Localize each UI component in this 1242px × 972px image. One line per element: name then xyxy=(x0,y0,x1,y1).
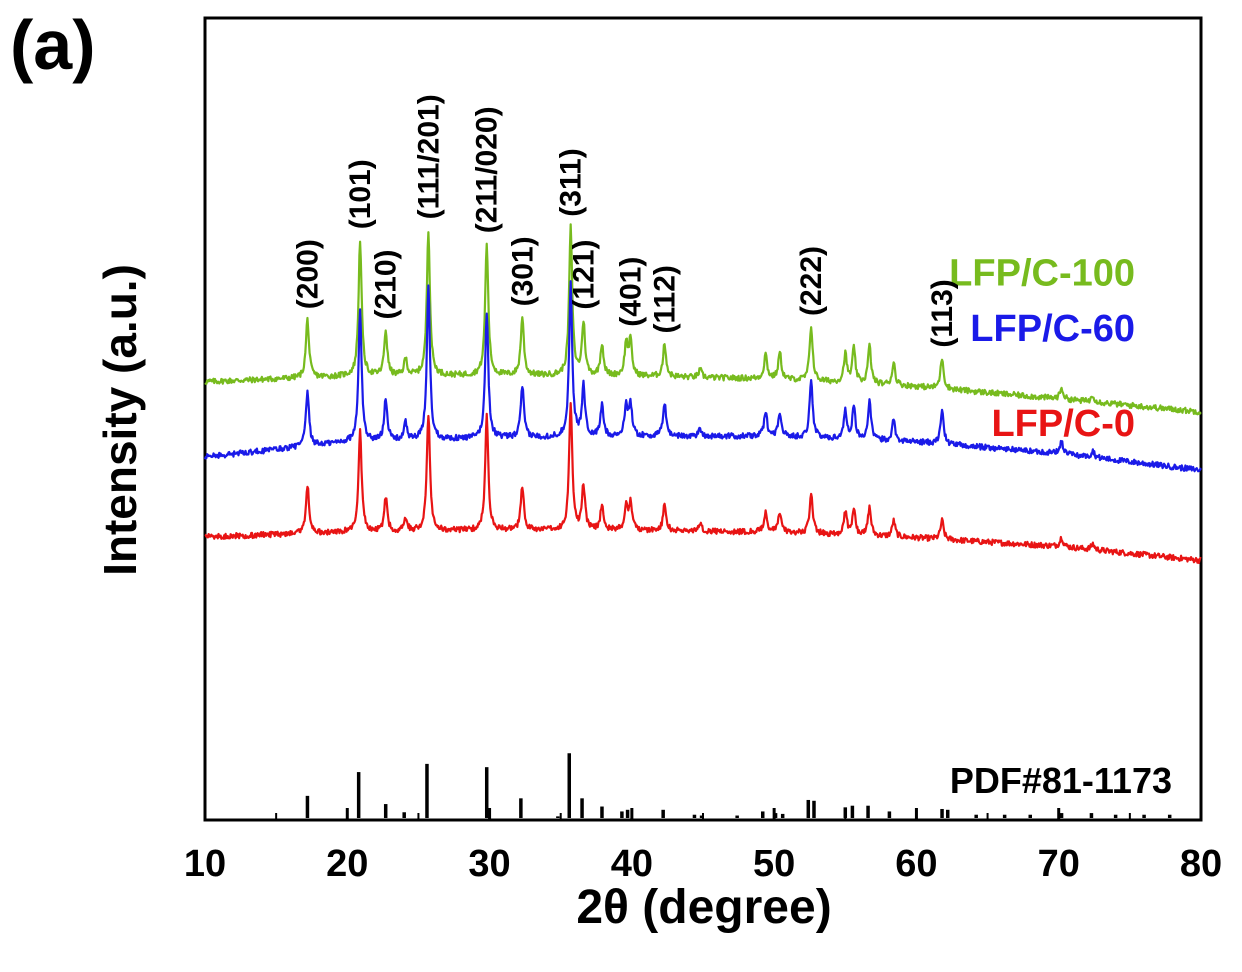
panel-label: (a) xyxy=(10,6,96,84)
peak-label: (121) xyxy=(568,240,601,310)
peak-label: (211/020) xyxy=(471,106,504,233)
peak-label: (200) xyxy=(291,239,324,309)
x-tick-label: 30 xyxy=(468,843,510,885)
peak-label: (113) xyxy=(926,279,959,347)
peak-label: (301) xyxy=(506,236,539,306)
series-label: LFP/C-100 xyxy=(949,253,1135,295)
x-tick-label: 10 xyxy=(184,843,226,885)
x-tick-label: 60 xyxy=(895,843,937,885)
x-tick-label: 50 xyxy=(753,843,795,885)
reference-label: PDF#81-1173 xyxy=(950,760,1172,801)
peak-label: (101) xyxy=(344,159,377,229)
x-axis-label: 2θ (degree) xyxy=(576,881,832,934)
x-tick-label: 70 xyxy=(1038,843,1080,885)
series-line-LFP/C-60 xyxy=(203,280,1202,473)
peak-label: (222) xyxy=(795,246,828,316)
series-line-LFP/C-0 xyxy=(204,402,1202,565)
series-label: LFP/C-60 xyxy=(970,308,1135,350)
x-tick-label: 20 xyxy=(326,843,368,885)
peak-label: (311) xyxy=(555,148,588,216)
peak-label: (210) xyxy=(370,249,403,319)
series-label: LFP/C-0 xyxy=(991,403,1135,445)
x-tick-label: 80 xyxy=(1180,843,1222,885)
peak-label: (112) xyxy=(649,265,682,333)
series-line-LFP/C-100 xyxy=(204,223,1202,416)
peak-label: (111/201) xyxy=(412,94,445,219)
x-tick-label: 40 xyxy=(611,843,653,885)
peak-label: (401) xyxy=(614,257,647,327)
y-axis-label: Intensity (a.u.) xyxy=(94,264,146,576)
